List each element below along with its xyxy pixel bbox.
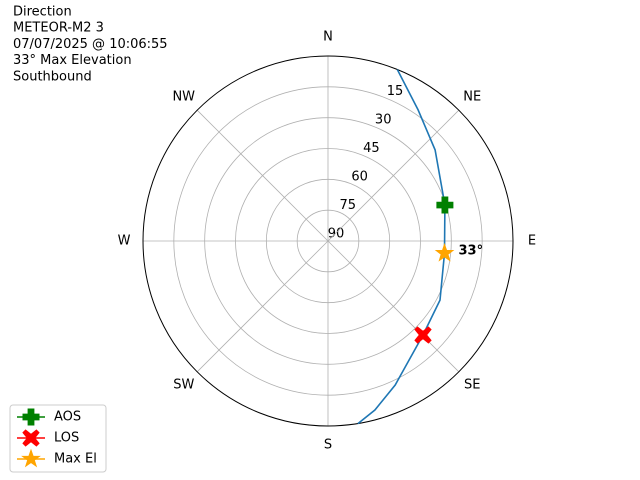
theta-tick-label: NW — [172, 89, 195, 104]
title-line: 07/07/2025 @ 10:06:55 — [13, 37, 168, 52]
title-line: 33° Max Elevation — [13, 53, 132, 68]
grid-spoke — [327, 240, 460, 373]
legend-label: AOS — [54, 410, 81, 425]
r-tick-label: 45 — [363, 141, 380, 156]
value-label: 33° — [459, 244, 484, 259]
r-tick-label: 30 — [375, 113, 392, 128]
theta-tick-label: N — [323, 30, 333, 45]
theta-tick-label: S — [324, 438, 332, 453]
marker-point — [436, 196, 454, 214]
grid-spoke — [327, 109, 460, 242]
marker-point — [414, 326, 432, 344]
grid-spoke — [196, 240, 329, 373]
r-tick-label: 15 — [387, 84, 404, 99]
marker-point — [434, 242, 455, 262]
r-tick-label: 90 — [328, 227, 345, 242]
legend-marker — [22, 408, 40, 426]
theta-tick-label: SE — [464, 378, 480, 393]
legend-marker — [22, 429, 40, 447]
track-line — [357, 69, 446, 425]
legend-label: Max El — [54, 452, 97, 467]
r-tick-label: 75 — [340, 198, 357, 213]
theta-tick-label: E — [528, 234, 536, 249]
theta-tick-label: W — [118, 234, 131, 249]
r-tick-label: 60 — [351, 170, 368, 185]
legend-marker — [21, 448, 41, 468]
title-line: Southbound — [13, 69, 92, 84]
legend-label: LOS — [54, 431, 79, 446]
theta-tick-label: NE — [463, 89, 481, 104]
theta-tick-label: SW — [173, 378, 194, 393]
grid-spoke — [196, 109, 329, 242]
outer-spine — [142, 55, 514, 427]
title-line: Direction — [13, 5, 72, 20]
title-line: METEOR-M2 3 — [13, 21, 104, 36]
